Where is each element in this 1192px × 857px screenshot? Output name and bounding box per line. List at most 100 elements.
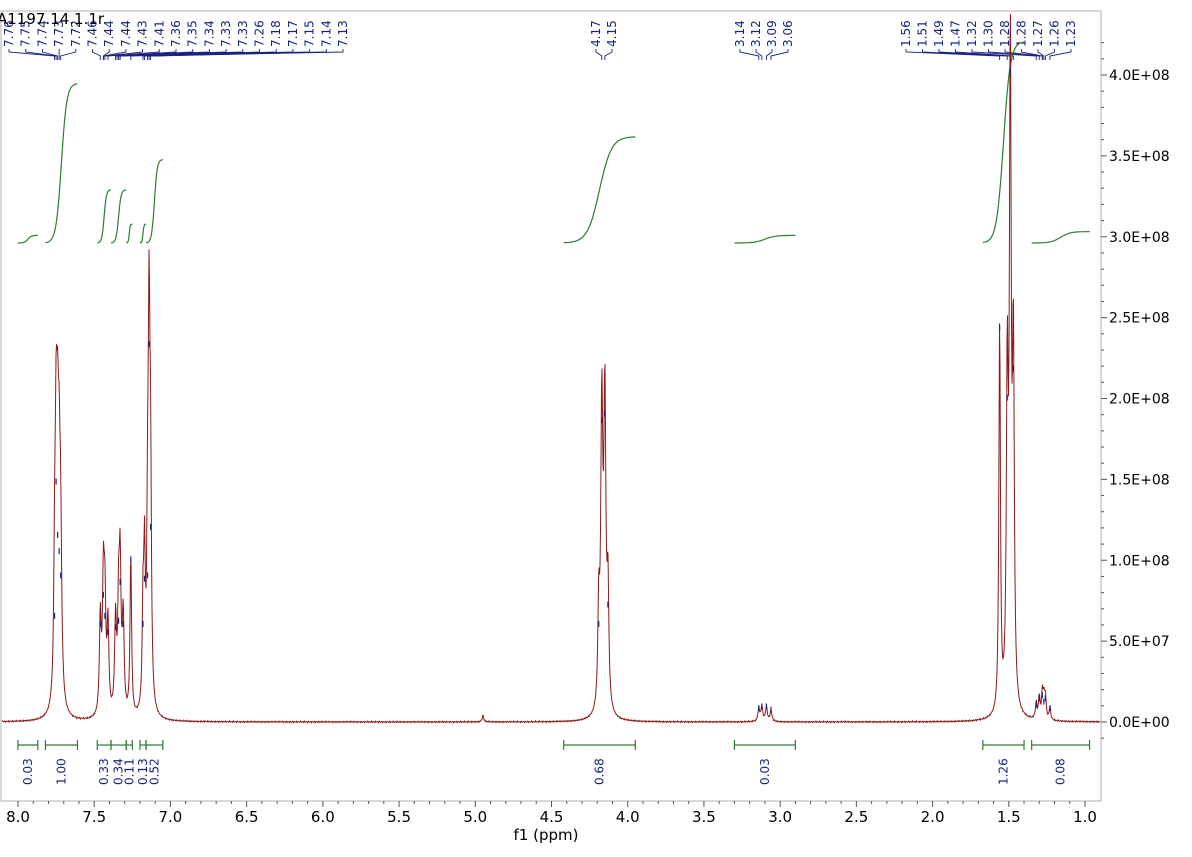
peak-label: 7.75	[19, 20, 33, 47]
peak-label: 1.49	[932, 20, 946, 47]
y-tick-label: 0.0E+00	[1109, 715, 1170, 731]
y-tick-label: 3.5E+08	[1109, 149, 1170, 165]
chart-title: A1197.14.1.1r	[0, 10, 105, 28]
x-tick-label: 2.0	[921, 808, 945, 826]
peak-label-leader	[41, 49, 59, 60]
y-tick-label: 5.0E+07	[1109, 634, 1170, 650]
peak-label: 7.36	[169, 20, 183, 47]
peak-label: 7.35	[186, 20, 200, 47]
integral-curve	[45, 83, 78, 244]
peak-label: 7.73	[52, 20, 66, 47]
peak-label: 7.14	[319, 20, 333, 47]
x-tick-label: 2.5	[844, 808, 868, 826]
peak-label-leader	[770, 49, 789, 60]
y-tick-label: 2.0E+08	[1109, 392, 1170, 408]
integral-value: 0.03	[758, 758, 772, 785]
peak-label-leader	[755, 49, 763, 60]
peak-label: 4.15	[605, 20, 619, 47]
peak-label: 7.18	[269, 20, 283, 47]
x-tick-label: 7.5	[82, 808, 106, 826]
peak-label: 1.51	[916, 20, 930, 47]
spectrum-layer	[1, 13, 1101, 724]
peak-label-leader	[92, 49, 101, 60]
peak-label: 1.27	[1031, 20, 1045, 47]
peak-label: 1.30	[982, 20, 996, 47]
peak-label-leader	[25, 49, 57, 60]
peak-label: 7.46	[86, 20, 100, 47]
integral-curve	[97, 189, 112, 244]
peak-label: 1.26	[1048, 20, 1062, 47]
peak-label: 7.76	[2, 20, 16, 47]
integral-curve	[125, 223, 133, 244]
peak-label: 7.17	[286, 20, 300, 47]
integral-layer: 0.03 1.00 0.33 0.340.11 0.130.52 0.68 0.03 1.26…	[17, 41, 1091, 785]
peak-label-leader	[971, 49, 1037, 60]
integral-value: 0.52	[147, 758, 161, 785]
peak-label: 1.23	[1064, 20, 1078, 47]
peak-label: 1.28	[1015, 20, 1029, 47]
integral-value: 1.26	[996, 758, 1010, 785]
peak-label-leader	[1049, 49, 1072, 60]
peak-label: 7.26	[253, 20, 267, 47]
y-tick-label: 4.0E+08	[1109, 68, 1170, 84]
peak-label-leader	[115, 49, 177, 60]
peak-label-leader	[988, 49, 1040, 60]
peak-label-leader	[1037, 49, 1045, 60]
peak-label: 3.12	[749, 20, 763, 47]
integral-value: 0.13	[136, 758, 150, 785]
peak-label: 1.32	[965, 20, 979, 47]
integral-curve	[1031, 231, 1090, 244]
x-tick-label: 8.0	[6, 808, 30, 826]
peak-label-leader	[150, 49, 344, 60]
peak-label-leader	[955, 49, 1014, 60]
peak-label-leader	[60, 49, 77, 60]
spectrum-line	[1, 13, 1101, 724]
integral-curve	[18, 234, 38, 244]
x-axis: 8.0 7.5 7.0 6.5 6.0 5.5 5.0 4.5 4.0 3.5 3.0 2.5 2.0 1…	[1, 800, 1101, 826]
peak-label: 7.44	[102, 20, 116, 47]
x-tick-label: 4.5	[540, 808, 564, 826]
y-tick-label: 1.5E+08	[1109, 472, 1170, 488]
peak-label-layer: 7.76 7.75 7.74 7.73 7.72 7.46 7.44 7.44 7.43 7.41…	[2, 20, 1078, 60]
peak-label-leader	[8, 49, 56, 60]
peak-label-leader	[604, 49, 613, 60]
peak-label: 1.47	[949, 20, 963, 47]
peak-label: 7.34	[202, 20, 216, 47]
peak-label: 1.28	[998, 20, 1012, 47]
peak-label-leader	[102, 49, 127, 60]
peak-label-leader	[1021, 49, 1043, 60]
integral-value: 0.34	[112, 758, 126, 785]
peak-label: 7.72	[69, 20, 83, 47]
peak-label: 7.41	[152, 20, 166, 47]
peak-label: 7.33	[236, 20, 250, 47]
peak-label-leader	[595, 49, 603, 60]
integral-curve	[145, 159, 163, 244]
integral-value: 0.08	[1054, 758, 1068, 785]
integral-curve	[110, 189, 127, 244]
integral-curve	[734, 234, 796, 244]
integral-value: 0.11	[122, 758, 136, 785]
peak-label: 1.56	[899, 20, 913, 47]
peak-label: 7.33	[219, 20, 233, 47]
peak-label: 7.44	[119, 20, 133, 47]
peak-label: 7.15	[303, 20, 317, 47]
integral-curve	[563, 136, 636, 244]
x-tick-label: 4.0	[616, 808, 640, 826]
peak-label: 4.17	[589, 20, 603, 47]
integral-value: 0.68	[593, 758, 607, 785]
peak-label-leader	[905, 49, 1001, 60]
peak-label-leader	[104, 49, 144, 60]
x-tick-label: 5.0	[463, 808, 487, 826]
peak-label-leader	[1044, 49, 1055, 60]
integral-value: 0.03	[21, 758, 35, 785]
integral-value: 0.33	[97, 758, 111, 785]
y-tick-label: 3.0E+08	[1109, 230, 1170, 246]
x-tick-label: 6.5	[235, 808, 259, 826]
integral-curve	[982, 41, 1025, 244]
y-tick-label: 2.5E+08	[1109, 311, 1170, 327]
peak-label: 7.13	[336, 20, 350, 47]
integral-curve	[139, 223, 147, 244]
peak-label: 3.06	[781, 20, 795, 47]
